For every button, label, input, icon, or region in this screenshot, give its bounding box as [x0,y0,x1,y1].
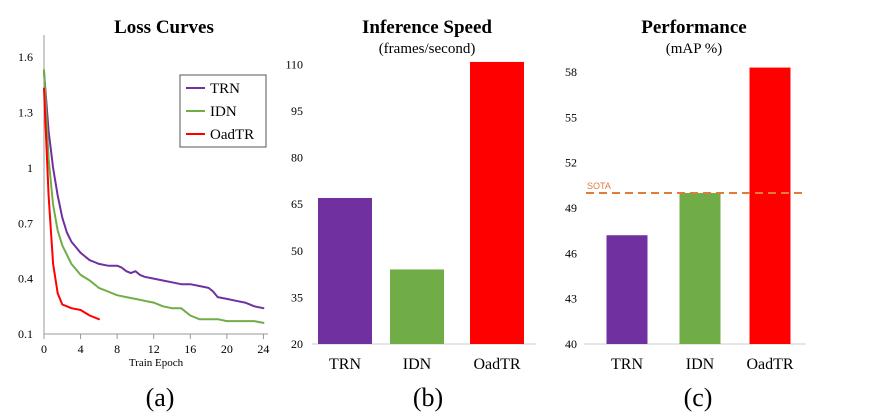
loss-legend: TRN IDN OadTR [179,74,267,148]
speed-y-tick-label: 20 [291,337,303,351]
loss-y-tick-label: 1 [27,161,33,175]
legend-label-oadtr: OadTR [210,127,254,143]
speed-y-tick-label: 95 [291,104,303,118]
performance-y-tick-label: 40 [565,337,577,351]
loss-x-tick-label: 12 [148,342,160,356]
loss-x-tick-label: 8 [114,342,120,356]
performance-category-label: OadTR [746,356,793,373]
performance-subtitle: (mAP %) [666,41,723,57]
speed-bar-idn [390,269,444,344]
performance-y-tick-label: 52 [565,156,577,170]
legend-label-trn: TRN [210,81,240,97]
performance-category-label: TRN [611,356,643,373]
performance-bar-trn [606,235,648,344]
loss-x-axis-label: Train Epoch [129,357,184,369]
loss-y-tick-label: 0.4 [18,272,33,286]
loss-y-tick-label: 1.6 [18,50,33,64]
speed-y-tick-label: 80 [291,151,303,165]
speed-category-label: IDN [403,356,432,373]
panel-label-b: (b) [413,383,443,412]
speed-y-tick-label: 35 [291,290,303,304]
sota-label: SOTA [587,181,611,191]
legend-label-idn: IDN [210,104,237,120]
inference-speed-subtitle: (frames/second) [379,41,476,57]
loss-x-tick-label: 0 [41,342,47,356]
performance-y-tick-label: 58 [565,65,577,79]
loss-x-tick-label: 20 [221,342,233,356]
performance-y-tick-label: 49 [565,201,577,215]
speed-bar-trn [318,198,372,344]
performance-chart: Performance (mAP %) 40 43 46 49 52 55 58 TRN ID… [565,17,806,412]
speed-category-label: TRN [329,356,361,373]
loss-curves-chart: Loss Curves 0.1 0.4 0.7 1 1.3 1.6 0 4 8 12 16 20 24… [18,17,269,412]
performance-bar-idn [679,192,721,344]
loss-line-oadtr [43,87,100,321]
loss-curves-title: Loss Curves [114,17,214,38]
panel-label-c: (c) [684,383,713,412]
inference-speed-title: Inference Speed [362,17,492,38]
inference-speed-chart: Inference Speed (frames/second) 20 35 50 65… [285,17,536,412]
loss-x-tick-label: 16 [184,342,196,356]
loss-y-tick-label: 0.7 [18,216,33,230]
loss-line-idn [43,69,265,324]
loss-x-tick-label: 4 [78,342,84,356]
performance-title: Performance [641,17,747,38]
loss-x-tick-label: 24 [257,342,269,356]
loss-line-trn [43,70,265,310]
performance-bar-oadtr [749,67,791,345]
performance-category-label: IDN [686,356,715,373]
panel-label-a: (a) [146,383,175,412]
speed-bar-oadtr [470,61,524,344]
loss-y-tick-label: 1.3 [18,106,33,120]
speed-y-tick-label: 50 [291,244,303,258]
performance-y-tick-label: 46 [565,246,577,260]
speed-y-tick-label: 65 [291,197,303,211]
speed-y-tick-label: 110 [285,57,303,71]
loss-y-tick-label: 0.1 [18,327,33,341]
speed-category-label: OadTR [473,356,520,373]
performance-y-tick-label: 43 [565,292,577,306]
performance-y-tick-label: 55 [565,110,577,124]
